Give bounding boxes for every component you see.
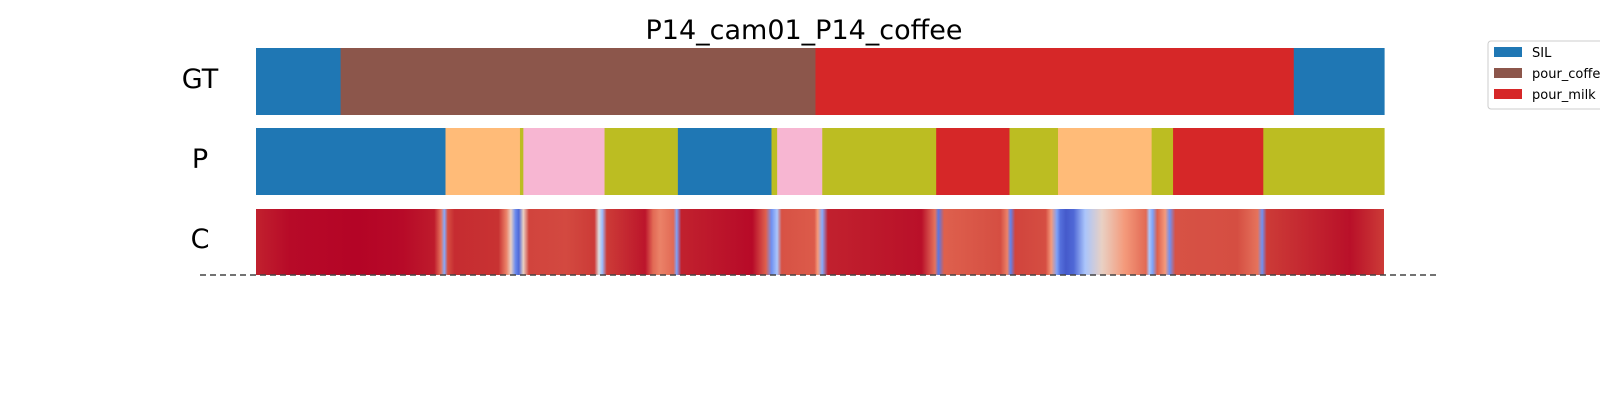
gt-segment-3 [1293,48,1385,115]
pred-segment-14 [1263,128,1385,195]
confidence-bar [256,209,1384,275]
legend-label-1: pour_coffee [1532,67,1600,82]
pred-segment-0 [256,128,447,195]
pred-segment-10 [1009,128,1059,195]
legend-swatch-2 [1494,89,1522,99]
pred-segment-3 [523,128,606,195]
pred-segment-2 [519,128,524,195]
gt-segment-2 [815,48,1295,115]
pred-segment-13 [1173,128,1264,195]
chart-title: P14_cam01_P14_coffee [645,15,962,46]
pred-segment-1 [445,128,521,195]
pred-segment-11 [1058,128,1153,195]
pred-segment-8 [822,128,937,195]
row-label-p: P [192,144,208,175]
row-label-gt: GT [182,64,219,95]
pred-segment-6 [771,128,778,195]
gt-segment-1 [340,48,817,115]
pred-segment-9 [936,128,1011,195]
pred-segment-7 [777,128,823,195]
pred-segment-5 [677,128,773,195]
pred-segment-4 [604,128,679,195]
legend-swatch-1 [1494,68,1522,78]
legend-swatch-0 [1494,47,1522,57]
legend-label-0: SIL [1532,46,1552,61]
gt-segment-0 [256,48,342,115]
legend-label-2: pour_milk [1532,88,1596,103]
legend: SIL pour_coffee pour_milk [1487,40,1600,110]
prediction-segment-row [256,128,1385,195]
gt-segment-row [256,48,1385,115]
pred-segment-12 [1151,128,1174,195]
row-label-c: C [191,224,210,255]
